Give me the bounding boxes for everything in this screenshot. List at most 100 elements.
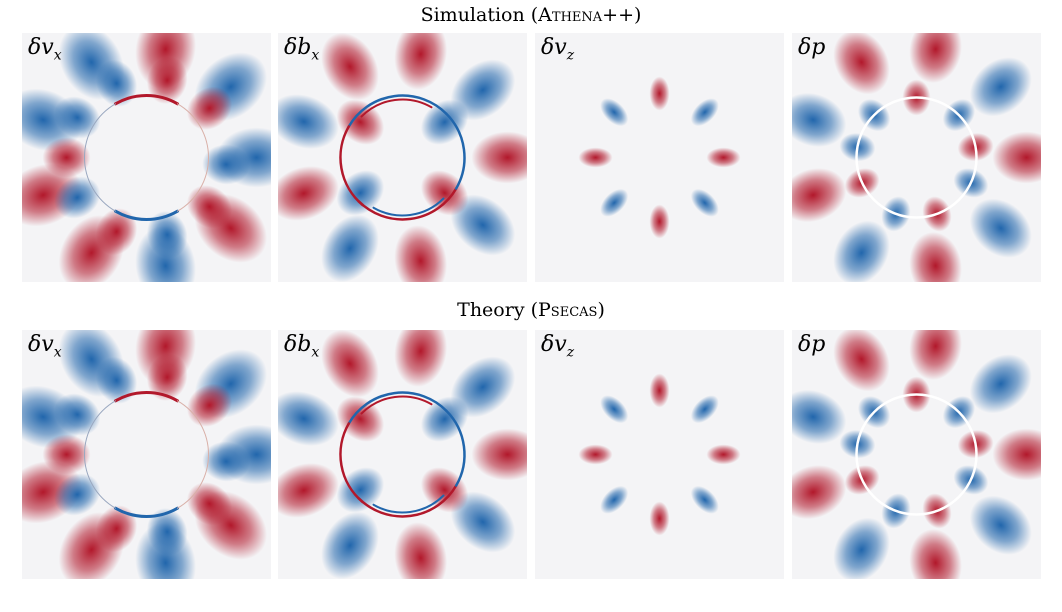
ring-segment <box>83 400 116 509</box>
ring-lobe <box>600 395 629 424</box>
field-map <box>792 330 1041 579</box>
panel-simulation-vz: δvz <box>535 33 784 282</box>
ring-lobe <box>690 395 719 424</box>
ring-lobe <box>578 147 613 168</box>
ring-segment <box>372 197 445 217</box>
panel-simulation-vx: δvx <box>22 33 271 282</box>
outer-lobe <box>909 232 962 282</box>
panel-label: δbx <box>284 35 320 64</box>
ring-lobe <box>649 501 670 536</box>
outer-lobe <box>909 529 962 579</box>
ring-segment <box>357 187 458 221</box>
outer-lobe <box>278 463 339 518</box>
outer-lobe <box>321 33 379 101</box>
inner-lobe <box>336 467 385 513</box>
inner-lobe <box>420 396 469 442</box>
panel-label: δvx <box>28 332 62 361</box>
field-lobe <box>186 86 233 130</box>
outer-lobe <box>278 391 339 446</box>
field-lobe <box>54 393 101 436</box>
ring-lobe <box>706 147 741 168</box>
outer-lobe <box>278 166 339 221</box>
field-lobe <box>54 473 101 516</box>
inner-lobe <box>420 467 469 513</box>
panel-simulation-p: δp <box>792 33 1041 282</box>
field-lobe <box>146 508 188 556</box>
outer-lobe <box>833 220 890 282</box>
field-map <box>278 330 527 579</box>
ring-lobe <box>690 98 719 127</box>
outer-lobe <box>321 511 379 579</box>
panel-theory-p: δp <box>792 330 1041 579</box>
ring-segment <box>339 125 364 207</box>
outer-lobe <box>969 198 1032 258</box>
field-lobe <box>95 208 138 256</box>
outer-lobe <box>321 214 379 282</box>
inner-lobe <box>420 99 469 145</box>
panel-theory-bx: δbx <box>278 330 527 579</box>
ring-segment <box>372 494 445 514</box>
ring-segment <box>347 94 448 128</box>
ring-segment <box>114 506 179 519</box>
field-lobe <box>146 353 188 401</box>
outer-lobe <box>450 491 516 553</box>
outer-lobe <box>969 354 1032 414</box>
ring-lobe <box>600 98 629 127</box>
ring-segment <box>114 209 179 222</box>
outer-lobe <box>909 330 962 380</box>
outer-lobe <box>969 57 1032 117</box>
field-lobe <box>95 356 138 404</box>
outer-lobe <box>394 522 448 579</box>
ring-lobe <box>600 188 629 217</box>
ring-lobe <box>690 188 719 217</box>
code-name: Psecas <box>538 299 598 321</box>
outer-lobe <box>792 168 847 223</box>
outer-lobe <box>969 495 1032 555</box>
ring-segment <box>177 400 210 509</box>
ring-segment <box>357 484 458 518</box>
field-lobe <box>146 56 188 104</box>
ring-lobe <box>690 485 719 514</box>
panel-label: δvz <box>541 332 575 361</box>
ring-lobe <box>706 444 741 465</box>
ring-lobe <box>649 204 670 239</box>
ring-lobe <box>600 485 629 514</box>
outer-lobe <box>833 517 890 579</box>
outer-lobe <box>450 194 516 256</box>
field-lobe <box>146 211 188 259</box>
inner-lobe <box>420 170 469 216</box>
field-map <box>578 373 741 536</box>
row-title-simulation: Simulation (Athena++) <box>420 4 642 26</box>
panel-label: δp <box>798 35 826 60</box>
field-lobe <box>95 505 138 553</box>
inner-lobe <box>336 99 385 145</box>
panel-simulation-bx: δbx <box>278 33 527 282</box>
ring-segment <box>114 93 179 106</box>
panel-theory-vz: δvz <box>535 330 784 579</box>
field-lobe <box>54 96 101 139</box>
ring-lobe <box>649 373 670 408</box>
field-lobe <box>202 144 251 185</box>
outer-lobe <box>450 356 516 418</box>
outer-lobe <box>450 59 516 121</box>
outer-lobe <box>471 131 527 184</box>
field-map <box>792 33 1041 282</box>
ring-segment <box>360 395 433 415</box>
ring-segment <box>339 422 364 504</box>
ring-segment <box>347 391 448 425</box>
ring-segment <box>177 103 210 212</box>
field-lobe <box>186 185 233 229</box>
field-lobe <box>42 434 91 475</box>
ring-lobe <box>578 444 613 465</box>
field-lobe <box>186 482 233 526</box>
ring-segment <box>83 103 116 212</box>
ring-segment <box>445 409 466 487</box>
field-lobe <box>95 59 138 107</box>
field-map <box>278 33 527 282</box>
panel-theory-vx: δvx <box>22 330 271 579</box>
ring-line <box>855 393 978 516</box>
outer-lobe <box>833 33 890 95</box>
outer-lobe <box>909 33 962 83</box>
outer-lobe <box>833 330 890 392</box>
ring-segment <box>114 390 179 403</box>
